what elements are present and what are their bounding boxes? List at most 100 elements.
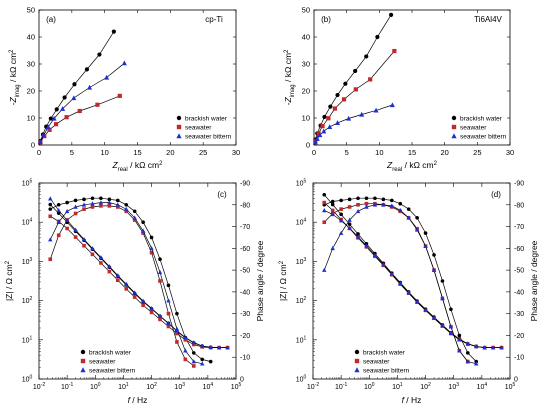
phase-point-square [141,231,145,235]
impedance-point-triangle [200,343,205,348]
impedance-point-triangle [499,345,504,350]
fit-line [313,14,392,146]
legend-marker-triangle [354,367,360,373]
phase-point-triangle [200,361,205,366]
x-tick-label: 15 [408,148,416,157]
phase-point-triangle [398,207,403,213]
x-tick-label: 0 [37,148,41,157]
phase-point-square [56,233,61,238]
phase-point-circle [415,216,419,220]
x-axis-label: Zreal / kΩ cm2 [112,160,164,173]
x-tick-label: 30 [506,148,514,157]
impedance-point-circle [48,202,53,207]
x-axis-label: Zreal / kΩ cm2 [386,160,438,173]
x-tick-label: 104 [477,382,488,391]
y-right-tick-label: 0 [514,377,518,384]
y-tick-label: 102 [22,296,33,305]
phase-point-triangle [423,243,428,248]
phase-point-square [166,311,171,316]
impedance-point-triangle [474,344,479,349]
legend-marker-triangle [176,133,182,139]
legend-label: seawater bittern [460,134,507,141]
impedance-point-circle [339,212,343,217]
impedance-point-circle [356,232,360,236]
impedance-point-triangle [448,330,454,335]
y-tick-label: 103 [22,257,33,266]
data-point-triangle [312,139,318,145]
phase-point-circle [208,359,213,364]
phase-point-square [124,209,129,214]
data-point-triangle [317,132,323,138]
y-right-tick-label: 0 [240,377,244,384]
impedance-point-square [99,261,103,265]
phase-point-circle [99,196,103,201]
phase-point-triangle [149,245,154,251]
impedance-point-square [107,269,112,274]
phase-point-circle [406,207,411,211]
panel-label: (c) [217,190,227,199]
legend-marker-square [354,358,360,364]
x-tick-label: 10-1 [335,382,347,391]
phase-point-circle [423,231,428,235]
y-tick-label: 10 [27,114,35,123]
x-tick-label: 10 [375,148,383,157]
fit-line [313,50,395,146]
bode-panel-c: 10-2 10-1 100 101 102 103 104 105 100 101 102 103 10… [4,179,265,406]
y-axis-label-right: Phase angle / degree [529,240,539,321]
phase-point-triangle [98,200,104,205]
data-point-square [117,93,122,98]
y-right-tick-label: -10 [514,355,524,362]
nyquist-panel-b: 0 5 10 15 20 25 30 0 10 20 30 40 50 (b) Ti6Al4V Zreal /… [283,6,514,173]
phase-point-circle [364,196,369,201]
phase-point-triangle [64,208,70,214]
y-tick-label: 100 [296,375,307,384]
impedance-point-triangle [98,255,104,260]
x-tick-label: 10-1 [61,382,73,391]
y-right-tick-label: -90 [514,181,524,188]
legend-label: seawater [363,359,390,366]
impedance-point-triangle [372,252,378,257]
data-point-triangle [335,120,341,125]
impedance-point-triangle [431,315,437,320]
impedance-point-triangle [322,208,327,213]
y-tick-label: 102 [296,296,307,305]
impedance-point-triangle [389,271,394,276]
data-point-triangle [71,95,77,101]
phase-point-triangle [389,203,394,208]
impedance-point-square [65,226,69,231]
data-point-triangle [373,107,379,113]
y-tick-label: 105 [22,179,33,188]
y-right-tick-label: -10 [240,355,250,362]
impedance-point-triangle [140,298,146,303]
impedance-point-triangle [216,345,222,350]
impedance-point-triangle [115,273,120,278]
x-tick-label: 103 [174,382,185,391]
legend-marker-square [176,124,182,130]
data-point-circle [322,114,327,120]
phase-point-triangle [364,204,369,209]
data-point-circle [111,29,116,34]
impedance-point-triangle [355,234,361,239]
x-tick-label: 30 [232,148,240,157]
impedance-point-triangle [465,341,470,346]
data-point-circle [353,68,358,74]
phase-point-triangle [73,204,78,209]
legend-label: seawater bittern [185,134,232,141]
impedance-point-triangle [406,290,411,295]
legend-marker-circle [80,349,86,355]
data-point-square [353,87,358,92]
phase-point-square [191,364,196,368]
phase-point-circle [116,198,120,203]
data-point-square [332,106,338,111]
y-right-tick-label: -40 [240,289,250,296]
legend-marker-square [80,358,86,364]
phase-point-triangle [474,361,479,366]
y-right-tick-label: -20 [240,333,250,340]
data-point-square [47,127,52,132]
y-right-tick-label: -50 [514,268,524,275]
data-point-triangle [327,124,333,130]
phase-point-circle [398,201,403,206]
impedance-point-triangle [414,299,420,304]
y-axis-label-left: |Z| / Ω cm2 [278,260,288,301]
impedance-point-square [166,324,171,329]
